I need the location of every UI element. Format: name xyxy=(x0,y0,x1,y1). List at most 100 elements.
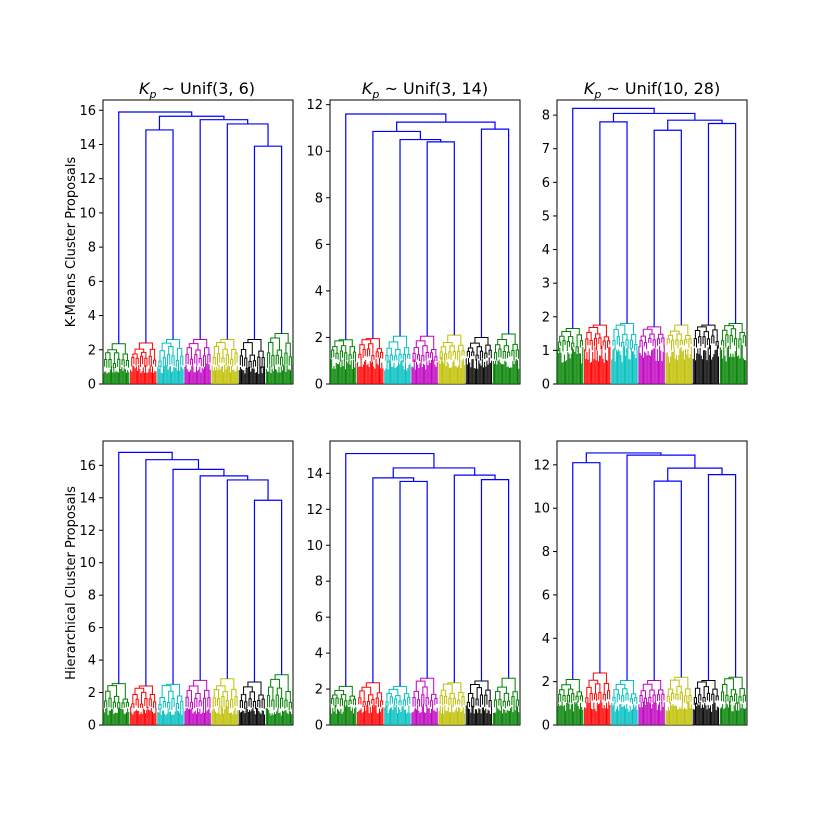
leaf-cluster-1 xyxy=(584,672,611,725)
y-tick-label: 6 xyxy=(315,611,323,626)
leaf-cluster-3 xyxy=(411,335,438,384)
leaf-cluster-4 xyxy=(211,339,238,384)
y-tick-label: 4 xyxy=(315,284,323,299)
y-tick-label: 2 xyxy=(542,310,550,325)
leaf-cluster-2 xyxy=(157,683,184,725)
y-tick-label: 8 xyxy=(88,589,96,604)
y-tick-label: 14 xyxy=(79,491,96,506)
merge-link-0 xyxy=(253,499,283,682)
leaf-cluster-1 xyxy=(357,338,384,384)
dendrogram-panel-0-1: 0 2 4 6 8 10 12 xyxy=(306,98,521,393)
merge-link-4 xyxy=(145,459,200,687)
merge-link-1 xyxy=(426,141,455,337)
merge-link-5 xyxy=(572,107,655,329)
y-tick-label: 3 xyxy=(542,277,550,292)
merge-link-3 xyxy=(667,119,723,131)
merge-link-2 xyxy=(707,122,737,326)
merge-link-4 xyxy=(396,121,496,132)
y-tick-label: 8 xyxy=(88,241,96,256)
merge-link-2 xyxy=(399,138,442,337)
y-tick-label: 8 xyxy=(315,191,323,206)
leaf-cluster-0 xyxy=(330,685,357,725)
y-tick-label: 8 xyxy=(542,545,550,560)
y-tick-label: 6 xyxy=(542,176,550,191)
leaf-cluster-2 xyxy=(384,335,411,384)
y-tick-label: 10 xyxy=(79,206,96,221)
dendrogram-panel-0-2: 0 1 2 3 4 5 6 7 8 xyxy=(542,99,748,393)
merge-link-2 xyxy=(480,479,510,681)
leaf-cluster-0 xyxy=(103,343,130,384)
y-tick-label: 14 xyxy=(306,467,323,482)
leaf-cluster-5 xyxy=(238,339,266,384)
leaf-cluster-4 xyxy=(211,678,238,725)
y-tick-label: 8 xyxy=(542,109,550,124)
merge-link-0 xyxy=(572,462,601,680)
y-tick-label: 0 xyxy=(315,378,323,393)
y-tick-label: 6 xyxy=(315,238,323,253)
y-tick-label: 8 xyxy=(315,575,323,590)
leaf-cluster-2 xyxy=(611,323,638,384)
y-tick-label: 2 xyxy=(88,343,96,358)
y-tick-label: 5 xyxy=(542,209,550,224)
dendrogram-panel-1-1: 0 2 4 6 8 10 12 14 xyxy=(306,440,521,734)
merge-link-5 xyxy=(345,452,435,687)
dendrogram-panel-1-2: 0 2 4 6 8 10 12 xyxy=(533,440,748,734)
y-tick-label: 7 xyxy=(542,142,550,157)
leaf-cluster-6 xyxy=(265,333,293,384)
y-tick-label: 6 xyxy=(88,275,96,290)
leaf-cluster-5 xyxy=(692,680,720,725)
leaf-cluster-5 xyxy=(465,680,493,725)
merge-link-5 xyxy=(585,452,662,463)
row-label-kmeans: K-Means Cluster Proposals xyxy=(64,157,79,328)
leaf-cluster-5 xyxy=(238,681,266,725)
y-tick-label: 0 xyxy=(88,719,96,734)
column-title-2: Kp ~ Unif(10, 28) xyxy=(584,79,720,101)
leaf-cluster-3 xyxy=(638,326,665,384)
leaf-cluster-0 xyxy=(103,683,130,725)
y-tick-label: 14 xyxy=(79,138,96,153)
y-tick-label: 1 xyxy=(542,344,550,359)
leaf-cluster-4 xyxy=(438,334,465,384)
merge-link-4 xyxy=(392,467,476,478)
merge-link-0 xyxy=(480,128,510,338)
plot-frame xyxy=(556,440,748,726)
y-tick-label: 16 xyxy=(79,104,96,119)
y-tick-label: 2 xyxy=(88,686,96,701)
merge-link-1 xyxy=(226,123,269,340)
merge-link-2 xyxy=(199,475,249,681)
merge-link-0 xyxy=(253,145,283,340)
y-tick-label: 12 xyxy=(306,503,323,518)
leaf-cluster-1 xyxy=(130,685,157,725)
y-tick-label: 4 xyxy=(88,309,96,324)
leaf-cluster-1 xyxy=(584,324,611,384)
y-tick-label: 10 xyxy=(306,145,323,160)
y-tick-label: 4 xyxy=(542,632,550,647)
merge-link-3 xyxy=(372,130,421,339)
leaf-cluster-2 xyxy=(611,680,638,725)
merge-link-1 xyxy=(653,480,682,681)
leaf-cluster-1 xyxy=(357,682,384,725)
leaf-cluster-6 xyxy=(492,333,520,384)
y-tick-label: 0 xyxy=(542,378,550,393)
dendrogram-panel-1-0: 0 2 4 6 8 10 12 14 16 xyxy=(79,440,294,734)
leaf-cluster-4 xyxy=(665,324,692,384)
leaf-cluster-3 xyxy=(184,339,211,384)
y-tick-label: 2 xyxy=(315,683,323,698)
leaf-cluster-2 xyxy=(384,685,411,725)
leaf-cluster-3 xyxy=(184,679,211,725)
merge-link-1 xyxy=(372,477,415,683)
merge-link-4 xyxy=(158,115,225,130)
merge-link-4 xyxy=(626,454,696,681)
y-tick-label: 6 xyxy=(542,588,550,603)
y-tick-label: 12 xyxy=(306,98,323,113)
y-tick-label: 10 xyxy=(79,556,96,571)
y-tick-label: 10 xyxy=(533,502,550,517)
leaf-cluster-4 xyxy=(438,682,465,725)
leaf-cluster-0 xyxy=(557,678,584,725)
dendrogram-panel-0-0: 0 2 4 6 8 10 12 14 16 xyxy=(79,99,294,393)
row-label-hierarchical: Hierarchical Cluster Proposals xyxy=(64,486,79,680)
y-tick-label: 2 xyxy=(315,331,323,346)
leaf-cluster-0 xyxy=(557,328,584,384)
merge-link-1 xyxy=(226,479,269,679)
